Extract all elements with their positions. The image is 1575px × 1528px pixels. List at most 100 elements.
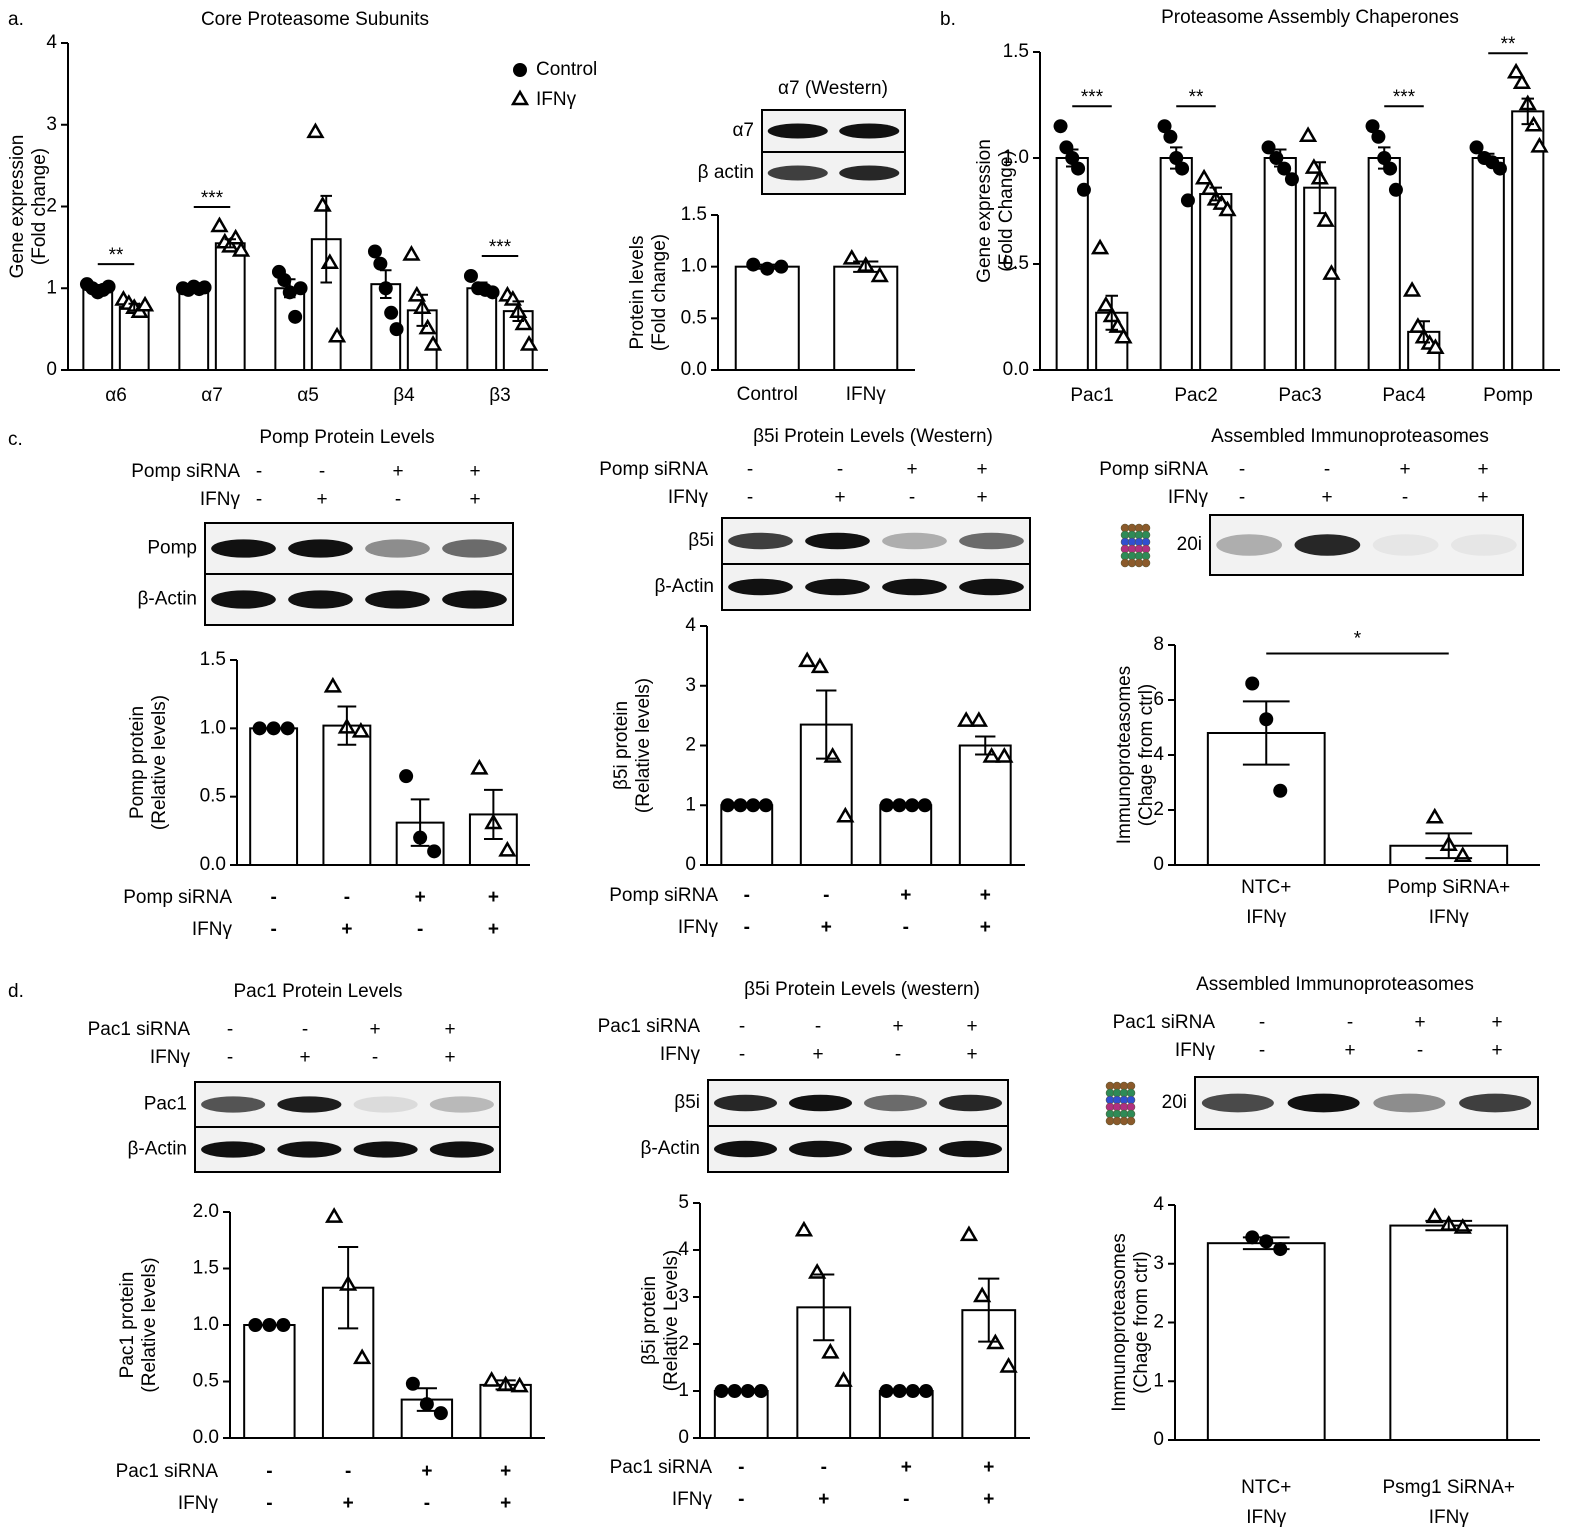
x-tick-label: Control (737, 384, 798, 405)
data-point (1512, 73, 1532, 90)
condition-sign: - (256, 461, 262, 482)
condition-sign: - (270, 919, 276, 940)
y-tick-label: 5 (678, 1192, 689, 1213)
y-tick-label: 4 (46, 32, 57, 53)
blot-band (288, 590, 353, 609)
data-point (1194, 168, 1214, 185)
data-point (367, 244, 382, 259)
condition-label: Pac1 siRNA (88, 1019, 191, 1040)
condition-sign: - (1239, 487, 1245, 508)
blot-band (728, 578, 793, 596)
y-tick-label: 4 (678, 1239, 689, 1260)
data-point (1071, 161, 1086, 176)
y-axis-label: Immunoproteasomes (1109, 1233, 1130, 1411)
error-bar (754, 263, 780, 270)
data-point (1298, 126, 1318, 143)
y-tick-label: 0.5 (681, 307, 707, 328)
blot-band (211, 539, 276, 558)
condition-label: Pomp siRNA (609, 885, 718, 906)
error-bar (1425, 832, 1473, 860)
data-point (973, 1286, 992, 1303)
data-point (405, 1376, 420, 1391)
error-bar (1417, 320, 1430, 344)
condition-sign: + (976, 459, 987, 480)
data-point (1059, 140, 1074, 155)
significance-label: * (1354, 629, 1362, 650)
error-bar (816, 689, 837, 760)
data-point (1053, 119, 1068, 134)
y-tick-label: 1.0 (193, 1314, 219, 1335)
data-point (1114, 327, 1133, 344)
error-bar (1482, 152, 1495, 164)
data-point (135, 295, 155, 312)
error-bar (495, 1379, 516, 1391)
y-axis-label-sub: (Relative levels) (633, 678, 654, 813)
chart-title: Core Proteasome Subunits (201, 9, 429, 30)
condition-sign: - (1324, 459, 1330, 480)
data-point (423, 334, 443, 351)
significance-label: ** (1189, 87, 1204, 108)
condition-sign: + (966, 1044, 977, 1065)
blot-band (442, 539, 507, 558)
y-tick-label: 1 (685, 794, 696, 815)
blot-band (864, 1094, 927, 1112)
blot-band (1459, 1093, 1532, 1113)
blot-band (789, 1140, 852, 1158)
data-point (280, 721, 295, 736)
x-tick-label: α7 (201, 385, 223, 406)
x-tick-label: Pomp SiRNA+ (1387, 877, 1510, 898)
data-point (834, 1371, 853, 1387)
error-bar (380, 269, 392, 300)
data-point (210, 216, 229, 233)
condition-sign: - (344, 887, 350, 908)
y-tick-label: 0 (1153, 854, 1164, 875)
blot-label: Pomp (147, 538, 197, 559)
error-bar (813, 1273, 835, 1342)
error-bar (975, 735, 996, 756)
blot-row (1209, 514, 1524, 576)
data-point (1426, 338, 1445, 355)
y-tick-label: 0.0 (200, 854, 226, 875)
y-axis-label-sub: (Fold Change) (996, 150, 1017, 271)
y-tick-label: 0.0 (681, 359, 707, 380)
data-point (1402, 281, 1422, 297)
blot-band (353, 1096, 418, 1113)
data-point (389, 322, 404, 337)
data-point (1261, 140, 1276, 155)
y-tick-label: 1 (46, 277, 57, 298)
condition-sign: + (906, 459, 917, 480)
condition-label: IFNγ (150, 1047, 191, 1068)
data-point (306, 122, 325, 139)
condition-label: Pac1 siRNA (598, 1016, 701, 1037)
y-axis-label-sub: (Chage from ctrl) (1131, 1251, 1152, 1394)
data-point (1365, 119, 1380, 134)
data-point (248, 1318, 263, 1332)
data-point (498, 840, 517, 857)
blot-band (365, 539, 430, 558)
data-point (1180, 193, 1195, 208)
y-tick-label: 1.5 (681, 204, 707, 225)
y-axis-label: β5i protein (611, 701, 632, 790)
x-tick-label: IFNγ (846, 384, 887, 405)
bar (274, 287, 306, 371)
error-bar (978, 1277, 1000, 1343)
error-bar (1313, 161, 1326, 215)
chart-title: Assembled Immunoproteasomes (1196, 974, 1474, 995)
data-point (999, 1357, 1018, 1373)
condition-sign: - (227, 1047, 233, 1068)
y-tick-label: 1.5 (193, 1258, 219, 1279)
data-point (463, 268, 478, 283)
condition-sign: - (747, 459, 753, 480)
blot-band (714, 1140, 777, 1158)
data-point (810, 657, 830, 674)
bar (958, 744, 1012, 866)
condition-label: Pomp siRNA (131, 461, 240, 482)
data-point (1425, 1207, 1444, 1224)
condition-sign: + (1491, 1012, 1502, 1033)
data-point (485, 285, 500, 300)
blot-band (882, 532, 947, 550)
condition-sign: + (1321, 487, 1332, 508)
data-point (470, 758, 489, 775)
y-tick-label: 0 (685, 854, 696, 875)
chart-title: Proteasome Assembly Chaperones (1161, 7, 1459, 28)
